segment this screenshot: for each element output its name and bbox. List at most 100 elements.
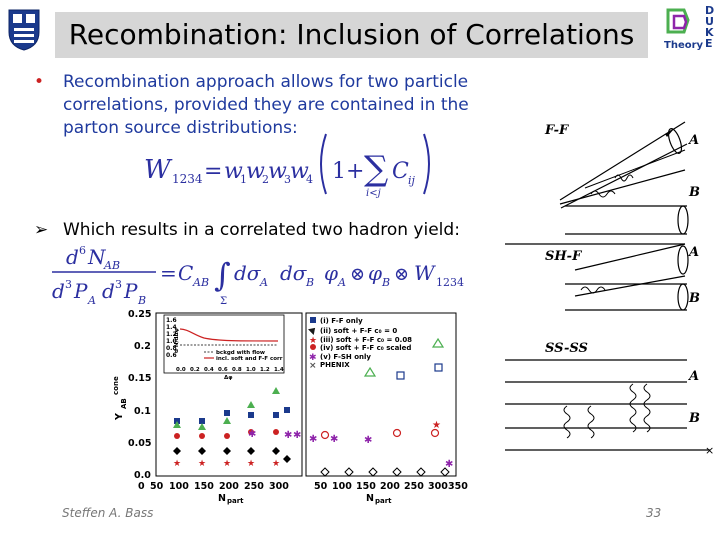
svg-text:w: w (224, 159, 243, 184)
legend-marker-1 (308, 327, 316, 335)
inset-y-tick-3: 1.0 (166, 338, 177, 345)
bullet1-line2: correlations, provided they are containe… (63, 95, 469, 115)
point-ff-4 (248, 412, 254, 418)
point-ff-5 (273, 412, 279, 418)
x-tick-left-5: 250 (244, 481, 264, 492)
point-green-1 (173, 421, 181, 428)
inset-x-tick-6: 1.2 (260, 367, 270, 373)
point-fsh-2: ✱ (284, 430, 292, 441)
svg-text:1: 1 (240, 173, 247, 186)
svg-text:B: B (137, 294, 146, 307)
svg-text:P: P (73, 279, 88, 303)
point-r-sq-2 (434, 363, 443, 372)
duke-theory-logo: D U K E Theory (664, 4, 718, 56)
svg-text:w: w (290, 159, 309, 184)
point-ff-6 (284, 407, 290, 413)
x-axis-sub-left: part (227, 497, 244, 505)
x-tick-right-0: 50 (314, 481, 328, 492)
shf-a-label: A (687, 245, 699, 260)
svg-text:ij: ij (408, 174, 416, 187)
svg-text:φ: φ (324, 261, 338, 285)
point-r-tri-1 (431, 337, 445, 348)
svg-text:3: 3 (284, 173, 291, 186)
svg-text:C: C (178, 261, 193, 285)
y-axis-sup: cone (112, 376, 120, 395)
svg-text:1234: 1234 (172, 172, 203, 186)
footer-page-number: 33 (646, 506, 662, 520)
x-tick-left-2: 100 (169, 481, 189, 492)
svg-text:4: 4 (306, 173, 313, 186)
point-scaled-1 (174, 433, 180, 439)
ssss-b-label: B (688, 411, 700, 426)
bullet2-arrow: ➢ (34, 220, 49, 240)
x-tick-right-5: 300 (428, 481, 448, 492)
x-tick-left-4: 200 (219, 481, 239, 492)
point-r-open-5 (416, 467, 426, 477)
y-tick-3: 0.1 (134, 406, 151, 417)
svg-text:d: d (66, 245, 79, 269)
point-c08-3: ★ (223, 459, 231, 469)
svg-text:∑: ∑ (364, 149, 388, 189)
svg-text:A: A (87, 294, 96, 307)
legend-5: PHENIX (320, 361, 350, 369)
svg-text:d: d (52, 279, 65, 303)
inset-y-tick-0: 1.6 (166, 317, 177, 324)
slide-title: Recombination: Inclusion of Correlations (68, 18, 635, 51)
legend-3: (iv) soft + F-F c₀ scaled (320, 344, 411, 352)
svg-text:B: B (381, 276, 390, 289)
inset-y-label: d N/dΔφ (174, 328, 180, 353)
x-tick-left-6: 300 (269, 481, 289, 492)
point-c08-1: ★ (173, 459, 181, 469)
ff-b-label: B (688, 185, 700, 200)
x-tick-left-3: 150 (194, 481, 214, 492)
logo-letter-k: K (705, 26, 714, 39)
svg-text:A: A (337, 276, 346, 289)
svg-text:=: = (204, 159, 222, 184)
inset-x-tick-7: 1.4 (274, 367, 284, 373)
inset-x-tick-3: 0.6 (218, 367, 228, 373)
legend-1: (ii) soft + F-F c₀ = 0 (320, 327, 397, 335)
x-axis-sub-right: part (375, 497, 392, 505)
point-r-fsh-1: ✱ (309, 434, 317, 445)
legend-marker-5: × (309, 361, 317, 371)
inset-x-tick-4: 0.8 (232, 367, 242, 373)
svg-text:3: 3 (115, 278, 122, 291)
logo-letter-d: D (705, 4, 715, 17)
bullet2-text: Which results in a correlated two hadron… (63, 220, 460, 240)
point-r-open-6 (440, 467, 450, 477)
x-tick-right-6: 350 (448, 481, 468, 492)
y-tick-5: 0.0 (134, 470, 151, 481)
ssss-a-label: A (687, 369, 699, 384)
inset-y-tick-4: 0.8 (166, 345, 177, 352)
bullet1-line3: parton source distributions: (63, 118, 298, 138)
svg-text:d: d (102, 279, 115, 303)
point-fsh-1: ✱ (248, 429, 256, 440)
logo-letter-u: U (705, 15, 714, 28)
point-r-fsh-4: ✱ (445, 459, 453, 470)
point-r-sq-1 (396, 371, 405, 380)
legend-2: (iii) soft + F-F c₀ = 0.08 (320, 336, 412, 344)
point-r-circ-1 (320, 430, 330, 440)
inset-x-tick-5: 1.0 (246, 367, 256, 373)
y-axis-sub: AB (120, 398, 128, 409)
svg-text:i<j: i<j (366, 188, 381, 198)
correlation-chart: Y AB cone 0.25 0.2 0.15 0.1 0.05 0.0 0 5… (112, 309, 468, 505)
y-axis-label: Y (114, 413, 125, 421)
point-r-open-2 (344, 467, 354, 477)
data-left-panel: ★ ★ ★ ★ ★ ✱ ✱ ✱ (173, 387, 301, 469)
svg-text:C: C (392, 159, 409, 184)
point-r-fsh-3: ✱ (364, 435, 372, 446)
point-scaled-3 (224, 433, 230, 439)
point-c0-4 (247, 447, 255, 455)
point-r-fsh-2: ✱ (330, 434, 338, 445)
svg-text:AB: AB (192, 276, 209, 289)
point-c0-6 (283, 455, 291, 463)
point-scaled-5 (273, 429, 279, 435)
inset-x-label: Δφ (224, 375, 233, 381)
point-green-4 (247, 401, 255, 408)
point-c08-4: ★ (247, 459, 255, 469)
point-r-tri-2 (363, 366, 377, 377)
svg-text:AB: AB (103, 259, 120, 272)
point-c0-3 (223, 447, 231, 455)
parton-diagram: F-F A B SH-F A B SS-SS A B × (505, 121, 714, 457)
